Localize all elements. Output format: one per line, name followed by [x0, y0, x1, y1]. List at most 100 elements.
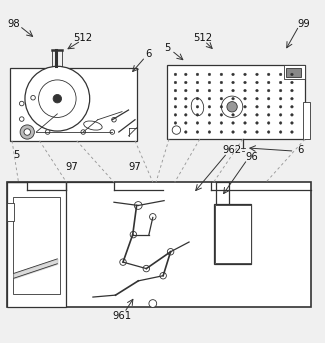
Circle shape: [134, 202, 142, 209]
Circle shape: [244, 97, 246, 100]
Circle shape: [244, 131, 246, 133]
Circle shape: [279, 89, 282, 92]
Circle shape: [267, 114, 270, 116]
Bar: [216, 182, 229, 204]
Circle shape: [208, 97, 211, 100]
Circle shape: [174, 106, 177, 108]
Circle shape: [185, 81, 187, 84]
Bar: [303, 102, 310, 139]
Circle shape: [256, 89, 258, 92]
Circle shape: [174, 89, 177, 92]
Circle shape: [267, 73, 270, 76]
Circle shape: [25, 66, 90, 131]
Circle shape: [208, 73, 211, 76]
Circle shape: [232, 81, 234, 84]
Circle shape: [279, 97, 282, 100]
Circle shape: [244, 89, 246, 92]
Circle shape: [244, 122, 246, 124]
Circle shape: [220, 89, 223, 92]
Circle shape: [196, 131, 199, 133]
Circle shape: [196, 89, 199, 92]
Bar: [167, 65, 305, 139]
Circle shape: [174, 122, 177, 124]
Circle shape: [185, 73, 187, 76]
Circle shape: [110, 130, 115, 134]
Circle shape: [291, 73, 293, 76]
Circle shape: [220, 97, 223, 100]
Circle shape: [244, 81, 246, 84]
Circle shape: [196, 114, 199, 116]
Circle shape: [174, 73, 177, 76]
Circle shape: [53, 94, 61, 103]
Circle shape: [167, 249, 174, 255]
Circle shape: [150, 214, 156, 220]
Bar: [284, 65, 305, 79]
Circle shape: [267, 122, 270, 124]
Circle shape: [244, 106, 246, 108]
Circle shape: [256, 114, 258, 116]
Circle shape: [227, 102, 237, 112]
Text: 5: 5: [164, 43, 171, 53]
Bar: [215, 204, 251, 263]
Bar: [10, 68, 136, 141]
Circle shape: [256, 106, 258, 108]
Circle shape: [185, 122, 187, 124]
Circle shape: [291, 131, 293, 133]
Circle shape: [208, 106, 211, 108]
Circle shape: [20, 117, 24, 121]
Circle shape: [256, 73, 258, 76]
Bar: [286, 68, 301, 77]
Circle shape: [185, 97, 187, 100]
Circle shape: [267, 81, 270, 84]
Circle shape: [174, 81, 177, 84]
Circle shape: [185, 131, 187, 133]
Circle shape: [196, 122, 199, 124]
Circle shape: [291, 106, 293, 108]
Circle shape: [256, 122, 258, 124]
Circle shape: [244, 73, 246, 76]
Circle shape: [291, 81, 293, 84]
Circle shape: [174, 114, 177, 116]
Circle shape: [172, 126, 181, 134]
Bar: [13, 197, 60, 295]
Circle shape: [220, 131, 223, 133]
Circle shape: [291, 97, 293, 100]
Circle shape: [46, 130, 50, 134]
Circle shape: [120, 259, 126, 265]
Circle shape: [112, 117, 116, 122]
Circle shape: [267, 97, 270, 100]
Circle shape: [256, 97, 258, 100]
Circle shape: [279, 114, 282, 116]
Circle shape: [143, 265, 150, 272]
Bar: [6, 182, 311, 307]
Circle shape: [267, 131, 270, 133]
Circle shape: [244, 114, 246, 116]
Circle shape: [208, 114, 211, 116]
Circle shape: [20, 101, 24, 106]
Circle shape: [279, 122, 282, 124]
Circle shape: [279, 106, 282, 108]
Text: 99: 99: [297, 19, 310, 28]
Text: 512: 512: [193, 33, 213, 43]
Circle shape: [232, 89, 234, 92]
Circle shape: [196, 81, 199, 84]
Circle shape: [160, 272, 166, 279]
Text: 6: 6: [297, 145, 303, 155]
Text: 97: 97: [66, 162, 78, 172]
Circle shape: [220, 114, 223, 116]
Text: 96: 96: [245, 152, 258, 162]
Circle shape: [31, 95, 35, 100]
Circle shape: [196, 97, 199, 100]
Text: 512: 512: [74, 33, 93, 43]
Circle shape: [279, 131, 282, 133]
Circle shape: [232, 114, 234, 116]
Circle shape: [256, 81, 258, 84]
Circle shape: [208, 122, 211, 124]
Circle shape: [220, 81, 223, 84]
Text: 6: 6: [145, 49, 151, 59]
Circle shape: [208, 131, 211, 133]
Circle shape: [185, 89, 187, 92]
Circle shape: [185, 106, 187, 108]
Circle shape: [267, 106, 270, 108]
Circle shape: [196, 106, 199, 108]
